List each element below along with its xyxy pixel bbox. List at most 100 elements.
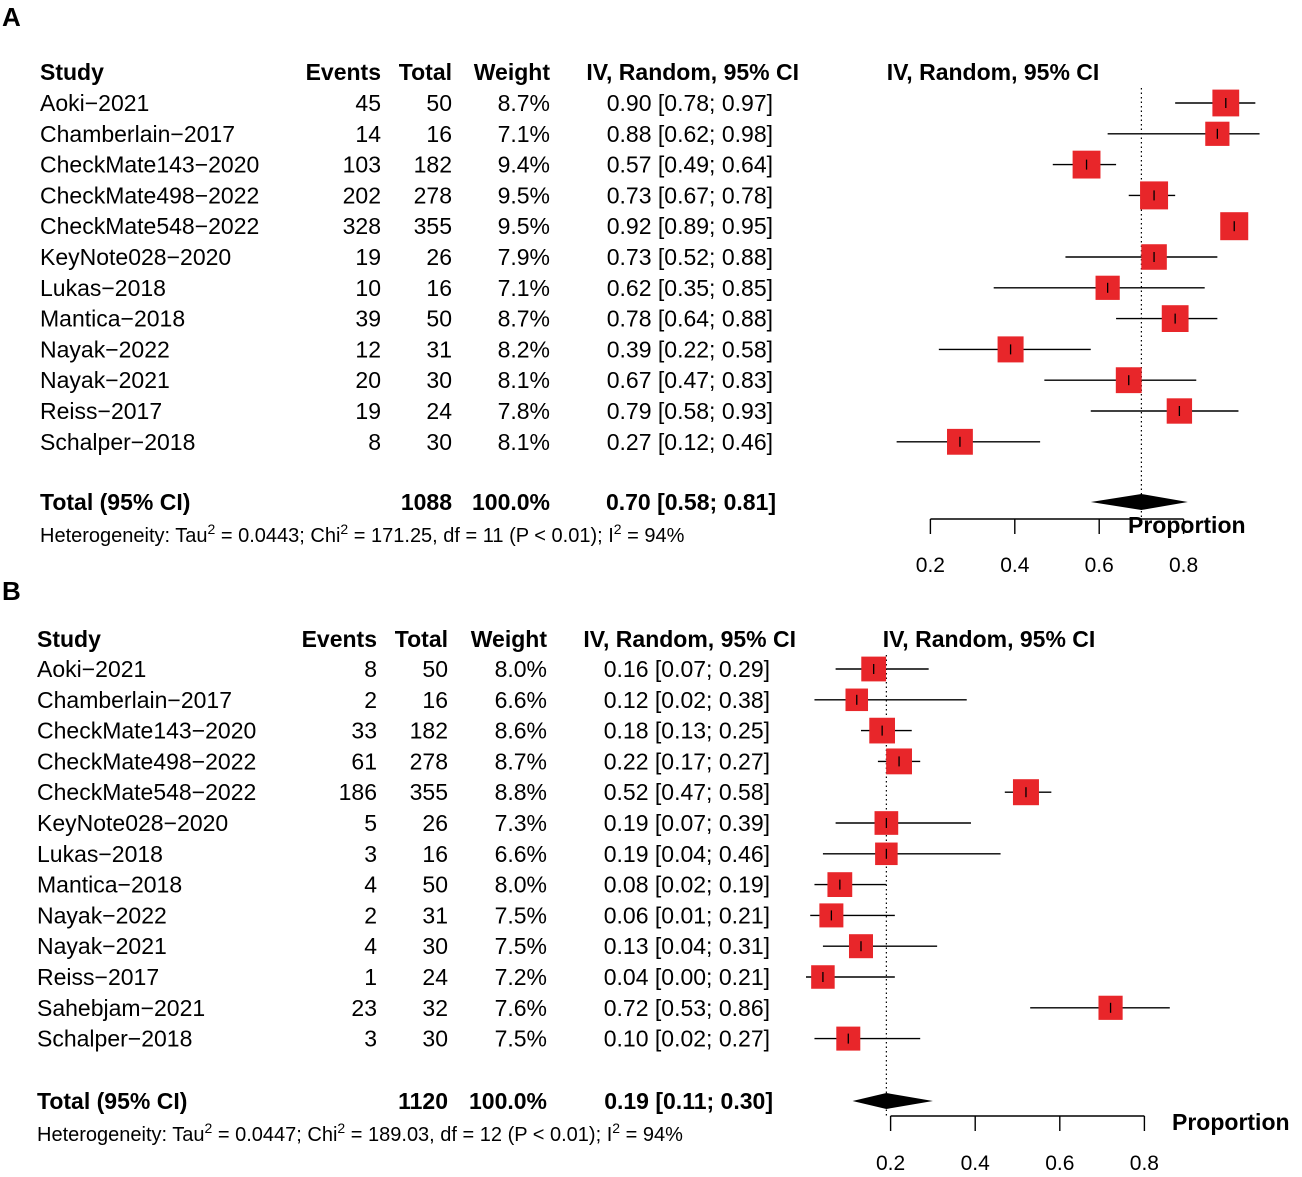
study-row: Reiss−2017 19 24 7.8% 0.79 [0.58; 0.93] xyxy=(40,398,1239,424)
x-axis: 0.2 0.4 0.6 0.8 Proportion xyxy=(916,512,1246,577)
tick-label: 0.2 xyxy=(916,554,945,577)
study-ci: 0.16 [0.07; 0.29] xyxy=(604,656,770,682)
study-total: 24 xyxy=(422,964,448,990)
study-name: CheckMate498−2022 xyxy=(37,748,256,774)
study-weight: 7.5% xyxy=(495,933,547,959)
x-axis-title: Proportion xyxy=(1172,1109,1290,1135)
study-weight: 8.0% xyxy=(495,656,547,682)
total-weight: 100.0% xyxy=(469,1088,547,1114)
study-weight: 8.0% xyxy=(495,872,547,898)
heterogeneity-mid1: = 0.0447; Chi xyxy=(212,1124,337,1146)
study-weight: 7.9% xyxy=(498,244,550,270)
study-name: CheckMate548−2022 xyxy=(37,779,256,805)
study-total: 30 xyxy=(426,429,452,455)
study-ci: 0.13 [0.04; 0.31] xyxy=(604,933,770,959)
study-name: Reiss−2017 xyxy=(37,964,159,990)
heterogeneity-mid2: = 189.03, df = 12 (P < 0.01); I xyxy=(345,1124,612,1146)
heterogeneity-mid2: = 171.25, df = 11 (P < 0.01); I xyxy=(348,525,614,547)
total-ci: 0.19 [0.11; 0.30] xyxy=(604,1088,773,1114)
heterogeneity-mid1: = 0.0443; Chi xyxy=(215,525,340,547)
study-ci: 0.19 [0.04; 0.46] xyxy=(604,841,770,867)
study-row: Schalper−2018 8 30 8.1% 0.27 [0.12; 0.46] xyxy=(40,429,1041,455)
study-ci: 0.90 [0.78; 0.97] xyxy=(607,90,773,116)
study-name: Nayak−2022 xyxy=(40,336,170,362)
study-events: 8 xyxy=(368,429,381,455)
study-weight: 7.6% xyxy=(495,995,547,1021)
tick-label: 0.8 xyxy=(1130,1152,1159,1175)
total-count: 1120 xyxy=(398,1088,448,1114)
total-count: 1088 xyxy=(401,489,452,515)
study-row: Nayak−2021 20 30 8.1% 0.67 [0.47; 0.83] xyxy=(40,367,1197,393)
header-weight: Weight xyxy=(474,59,551,85)
heterogeneity-sup1: 2 xyxy=(208,521,216,537)
study-events: 3 xyxy=(364,841,377,867)
header-study: Study xyxy=(40,59,104,85)
heterogeneity-sup3: 2 xyxy=(614,521,622,537)
study-ci: 0.73 [0.52; 0.88] xyxy=(607,244,773,270)
heterogeneity-sup2: 2 xyxy=(340,521,348,537)
study-ci: 0.08 [0.02; 0.19] xyxy=(604,872,770,898)
total-label: Total (95% CI) xyxy=(40,489,190,515)
study-row: Schalper−2018 3 30 7.5% 0.10 [0.02; 0.27] xyxy=(37,1026,921,1052)
study-weight: 7.5% xyxy=(495,902,547,928)
study-name: KeyNote028−2020 xyxy=(40,244,231,270)
study-name: Reiss−2017 xyxy=(40,398,162,424)
study-total: 31 xyxy=(426,336,452,362)
study-weight: 7.1% xyxy=(498,275,550,301)
study-name: Aoki−2021 xyxy=(40,90,149,116)
study-ci: 0.06 [0.01; 0.21] xyxy=(604,902,770,928)
study-weight: 7.5% xyxy=(495,1026,547,1052)
study-weight: 8.1% xyxy=(498,367,550,393)
total-weight: 100.0% xyxy=(472,489,550,515)
study-ci: 0.67 [0.47; 0.83] xyxy=(607,367,773,393)
study-row: KeyNote028−2020 5 26 7.3% 0.19 [0.07; 0.39] xyxy=(37,810,971,836)
study-name: Mantica−2018 xyxy=(40,306,185,332)
study-total: 16 xyxy=(422,841,448,867)
study-events: 61 xyxy=(351,748,377,774)
panel-label: B xyxy=(2,576,21,606)
study-row: Nayak−2021 4 30 7.5% 0.13 [0.04; 0.31] xyxy=(37,933,938,959)
study-weight: 8.2% xyxy=(498,336,550,362)
study-events: 45 xyxy=(355,90,381,116)
study-total: 355 xyxy=(414,213,452,239)
study-total: 50 xyxy=(426,90,452,116)
study-total: 355 xyxy=(410,779,448,805)
study-row: CheckMate548−2022 186 355 8.8% 0.52 [0.47; 0… xyxy=(37,779,1052,806)
study-weight: 8.1% xyxy=(498,429,550,455)
study-events: 186 xyxy=(339,779,377,805)
tick-label: 0.4 xyxy=(1000,554,1030,577)
study-total: 26 xyxy=(426,244,452,270)
study-events: 4 xyxy=(364,872,377,898)
study-weight: 7.8% xyxy=(498,398,550,424)
study-events: 103 xyxy=(343,152,381,178)
study-weight: 8.7% xyxy=(498,90,550,116)
study-name: Lukas−2018 xyxy=(37,841,163,867)
tick-label: 0.8 xyxy=(1169,554,1198,577)
study-name: CheckMate498−2022 xyxy=(40,182,259,208)
study-name: Chamberlain−2017 xyxy=(37,687,232,713)
study-row: CheckMate548−2022 328 355 9.5% 0.92 [0.89; 0… xyxy=(40,212,1249,241)
study-name: CheckMate548−2022 xyxy=(40,213,259,239)
total-label: Total (95% CI) xyxy=(37,1088,187,1114)
study-total: 278 xyxy=(414,182,452,208)
tick-label: 0.6 xyxy=(1085,554,1114,577)
study-name: Mantica−2018 xyxy=(37,872,182,898)
header-events: Events xyxy=(302,626,377,652)
study-weight: 9.5% xyxy=(498,213,550,239)
tick-label: 0.4 xyxy=(961,1152,991,1175)
study-ci: 0.72 [0.53; 0.86] xyxy=(604,995,770,1021)
study-total: 50 xyxy=(422,872,448,898)
study-total: 278 xyxy=(410,748,448,774)
header-weight: Weight xyxy=(471,626,548,652)
study-total: 16 xyxy=(422,687,448,713)
study-row: Chamberlain−2017 14 16 7.1% 0.88 [0.62; 0.98… xyxy=(40,121,1260,147)
tick-label: 0.6 xyxy=(1045,1152,1074,1175)
study-ci: 0.10 [0.02; 0.27] xyxy=(604,1026,770,1052)
panel-label: A xyxy=(2,2,21,32)
study-row: Aoki−2021 8 50 8.0% 0.16 [0.07; 0.29] xyxy=(37,656,929,682)
study-ci: 0.18 [0.13; 0.25] xyxy=(604,718,770,744)
heterogeneity-suffix: = 94% xyxy=(620,1124,683,1146)
study-total: 31 xyxy=(422,902,448,928)
study-ci: 0.39 [0.22; 0.58] xyxy=(607,336,773,362)
